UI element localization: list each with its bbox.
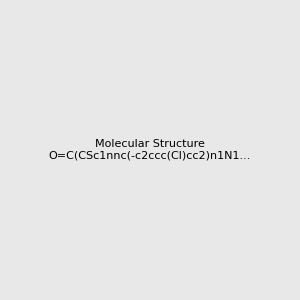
Text: Molecular Structure
O=C(CSc1nnc(-c2ccc(Cl)cc2)n1N1...: Molecular Structure O=C(CSc1nnc(-c2ccc(C… <box>49 139 251 161</box>
